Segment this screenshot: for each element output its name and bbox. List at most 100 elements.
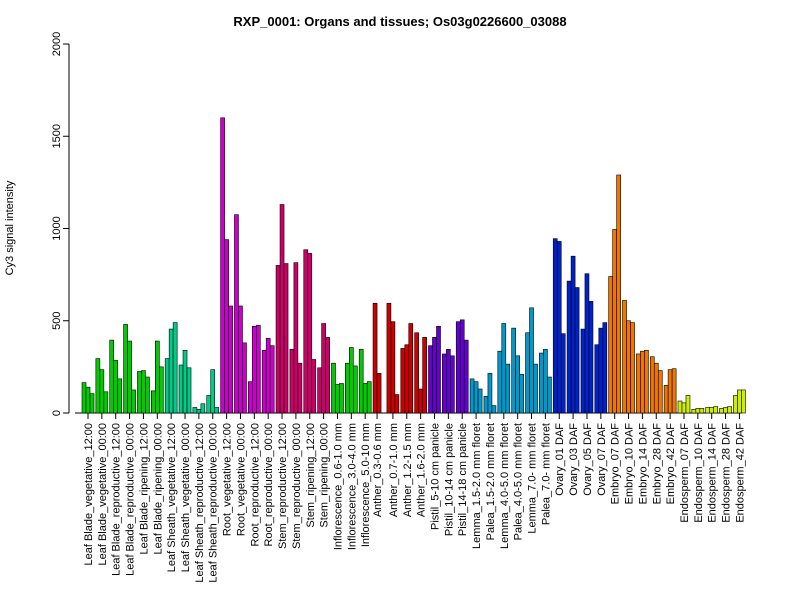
x-tick-label: Anther_0.7-1.0 mm (388, 423, 400, 517)
bar (473, 381, 479, 414)
bar (685, 395, 691, 414)
bar (123, 324, 128, 414)
bar (515, 355, 520, 414)
bar (733, 395, 738, 414)
bar (602, 322, 608, 414)
x-tick-label: Stem_reproductive_00:00 (291, 423, 303, 549)
bar (691, 409, 697, 414)
x-tick-label: Palea_7.0- mm floret (540, 423, 552, 525)
x-tick-label: Root_reproductive_12:00 (249, 423, 261, 547)
bar (164, 358, 170, 414)
bar (450, 355, 455, 414)
bar (653, 362, 659, 414)
bar (261, 349, 267, 414)
bar (331, 362, 336, 414)
x-tick-label: Leaf Sheath_reproductive_12:00 (194, 423, 206, 583)
bar (677, 400, 683, 414)
bar (248, 381, 253, 414)
x-tick-label: Root_reproductive_00:00 (263, 423, 275, 547)
x-axis-labels: Leaf Blade_vegetative_12:00 Leaf Blade_ve… (83, 413, 746, 583)
x-tick-label: Palea_4.0-5.0 mm floret (513, 423, 525, 540)
bar (459, 319, 465, 414)
bar (109, 339, 115, 414)
bar (159, 366, 164, 414)
bar (588, 301, 594, 414)
bar (220, 117, 225, 414)
bar (709, 407, 715, 414)
bar (491, 405, 497, 414)
bar (234, 214, 239, 414)
y-axis-label: Cy3 signal intensity (4, 180, 16, 275)
bar (283, 263, 289, 414)
bar (463, 339, 469, 414)
bar (372, 302, 378, 414)
bar (414, 332, 419, 414)
bar (182, 349, 188, 414)
x-tick-label: Embryo_28 DAF (651, 423, 663, 505)
x-tick-label: Lemma_4.0-5.0 mm floret (499, 423, 511, 549)
bar (206, 395, 212, 414)
bar (612, 229, 617, 414)
y-tick-label: 2000 (51, 32, 63, 56)
bar (626, 320, 631, 414)
x-tick-label: Embryo_07 DAF (610, 423, 622, 505)
bar (200, 403, 206, 414)
bar (303, 249, 309, 414)
bar (699, 408, 705, 414)
x-tick-label: Ovary_01 DAF (554, 423, 566, 496)
bar (737, 389, 742, 414)
x-tick-label: Stem_ripening_00:00 (319, 423, 331, 528)
bar (594, 344, 600, 414)
bar (297, 362, 303, 414)
x-tick-label: Pistil_14-18 cm panicle (457, 423, 469, 536)
x-tick-label: Leaf Blade_reproductive_00:00 (125, 423, 137, 576)
bar (608, 276, 613, 414)
bar (519, 373, 524, 414)
x-tick-label: Ovary_07 DAF (596, 423, 608, 496)
bar (168, 328, 174, 414)
x-tick-label: Leaf Blade_reproductive_12:00 (111, 423, 123, 576)
x-tick-label: Inflorescence_3.0-4.0 mm (346, 423, 358, 550)
bar (539, 352, 544, 414)
bar (622, 300, 627, 414)
x-tick-label: Leaf Blade_ripening_00:00 (152, 423, 164, 555)
bar (349, 347, 354, 414)
x-tick-label: Endosperm_42 DAF (734, 423, 746, 523)
bar (89, 393, 95, 414)
x-tick-label: Leaf Sheath_vegetative_12:00 (166, 423, 178, 572)
bar (667, 369, 673, 414)
bar (432, 337, 437, 414)
x-tick-label: Stem_reproductive_12:00 (277, 423, 289, 549)
bar (293, 262, 299, 414)
bar (279, 204, 285, 414)
bar (317, 367, 322, 414)
bar (533, 363, 538, 414)
bar (671, 368, 677, 414)
bar (269, 345, 275, 414)
x-tick-label: Endosperm_28 DAF (721, 423, 733, 523)
bar (552, 238, 558, 414)
y-tick-label: 500 (51, 312, 63, 330)
bar (543, 349, 548, 414)
bar (418, 388, 423, 414)
x-tick-label: Leaf Blade_vegetative_00:00 (97, 423, 109, 566)
bar (358, 349, 364, 414)
bar (131, 389, 136, 414)
bar (529, 307, 534, 414)
bar (511, 327, 516, 414)
bar (376, 373, 382, 414)
bar (560, 333, 566, 414)
bar (242, 342, 247, 414)
x-tick-label: Anther_1.6-2.0 mm (416, 423, 428, 517)
bar (681, 402, 687, 414)
bar (428, 345, 433, 414)
bar (525, 332, 530, 414)
bar (640, 350, 645, 414)
bar (307, 253, 313, 414)
x-tick-label: Pistil_10-14 cm panicle (443, 423, 455, 536)
bar (224, 239, 229, 414)
bar (325, 337, 330, 414)
x-tick-label: Embryo_10 DAF (624, 423, 636, 505)
x-tick-label: Embryo_14 DAF (637, 423, 649, 505)
